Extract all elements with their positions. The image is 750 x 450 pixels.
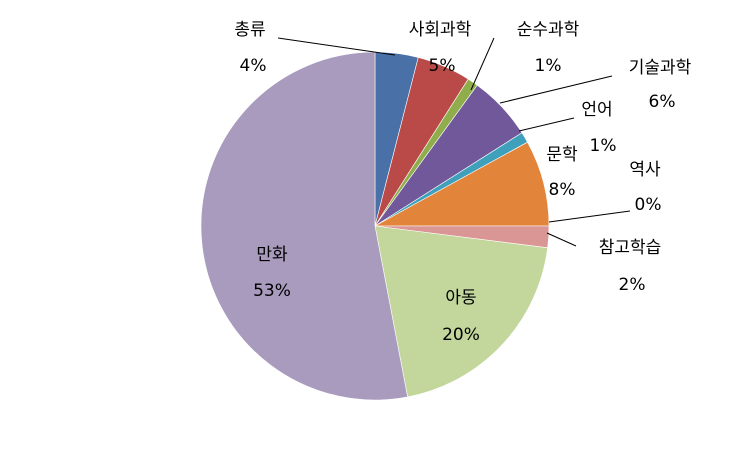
leader-line <box>518 117 575 132</box>
value-label: 8% <box>549 180 576 200</box>
value-label: 53% <box>253 281 291 301</box>
slice-label: 사회과학 <box>409 20 472 40</box>
leader-line <box>277 37 396 56</box>
leader-line <box>548 210 631 223</box>
pie-slice <box>374 225 548 398</box>
value-label: 1% <box>590 136 617 156</box>
pie-slice <box>200 51 408 401</box>
slice-label: 역사 <box>629 160 661 180</box>
slice-label: 기술과학 <box>629 58 692 78</box>
value-label: 0% <box>635 195 662 215</box>
value-label: 4% <box>240 56 267 76</box>
leader-line <box>546 232 577 247</box>
slice-label: 순수과학 <box>517 20 580 40</box>
slice-label: 만화 <box>256 245 288 265</box>
slice-label: 언어 <box>581 100 612 120</box>
value-label: 6% <box>649 92 676 112</box>
slice-label: 아동 <box>445 288 476 308</box>
value-label: 2% <box>619 275 646 295</box>
slice-label: 총류 <box>234 20 265 40</box>
value-label: 5% <box>429 56 456 76</box>
value-label: 1% <box>535 56 562 76</box>
leader-line <box>470 37 495 91</box>
slice-label: 참고학습 <box>599 238 662 258</box>
slice-label: 문학 <box>546 145 578 165</box>
value-label: 20% <box>442 325 480 345</box>
leader-line <box>499 75 613 104</box>
